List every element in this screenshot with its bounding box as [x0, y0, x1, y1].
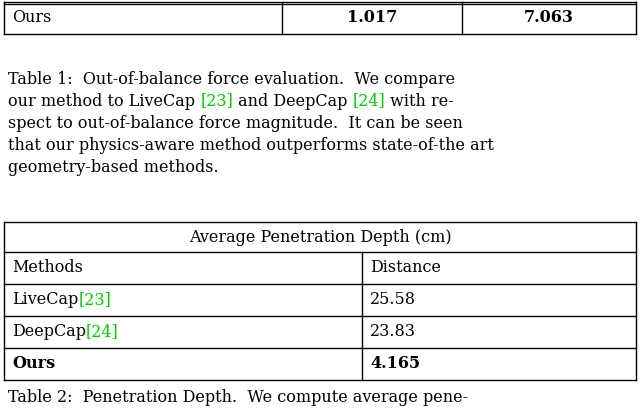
Text: Methods: Methods [12, 259, 83, 276]
Text: our method to LiveCap: our method to LiveCap [8, 93, 200, 109]
Text: DeepCap: DeepCap [12, 323, 86, 340]
Text: with re-: with re- [385, 93, 454, 109]
Text: 4.165: 4.165 [370, 356, 420, 373]
Text: and DeepCap: and DeepCap [233, 93, 353, 109]
Text: 23.83: 23.83 [370, 323, 416, 340]
Text: Ours: Ours [12, 9, 51, 26]
Text: LiveCap: LiveCap [12, 292, 78, 309]
Text: spect to out-of-balance force magnitude.  It can be seen: spect to out-of-balance force magnitude.… [8, 114, 463, 131]
Text: Table 1:  Out-of-balance force evaluation.  We compare: Table 1: Out-of-balance force evaluation… [8, 71, 455, 88]
Text: Table 2:  Penetration Depth.  We compute average pene-: Table 2: Penetration Depth. We compute a… [8, 389, 468, 406]
Text: Distance: Distance [370, 259, 441, 276]
Text: [24]: [24] [353, 93, 385, 109]
Text: Ours: Ours [12, 356, 55, 373]
Text: geometry-based methods.: geometry-based methods. [8, 159, 219, 176]
Text: Average Penetration Depth (cm): Average Penetration Depth (cm) [189, 228, 451, 245]
Text: [23]: [23] [78, 292, 111, 309]
Text: [23]: [23] [200, 93, 233, 109]
Text: 1.017: 1.017 [347, 9, 397, 26]
Text: 7.063: 7.063 [524, 9, 574, 26]
Text: 25.58: 25.58 [370, 292, 416, 309]
Text: [24]: [24] [86, 323, 119, 340]
Text: that our physics-aware method outperforms state-of-the art: that our physics-aware method outperform… [8, 137, 494, 154]
